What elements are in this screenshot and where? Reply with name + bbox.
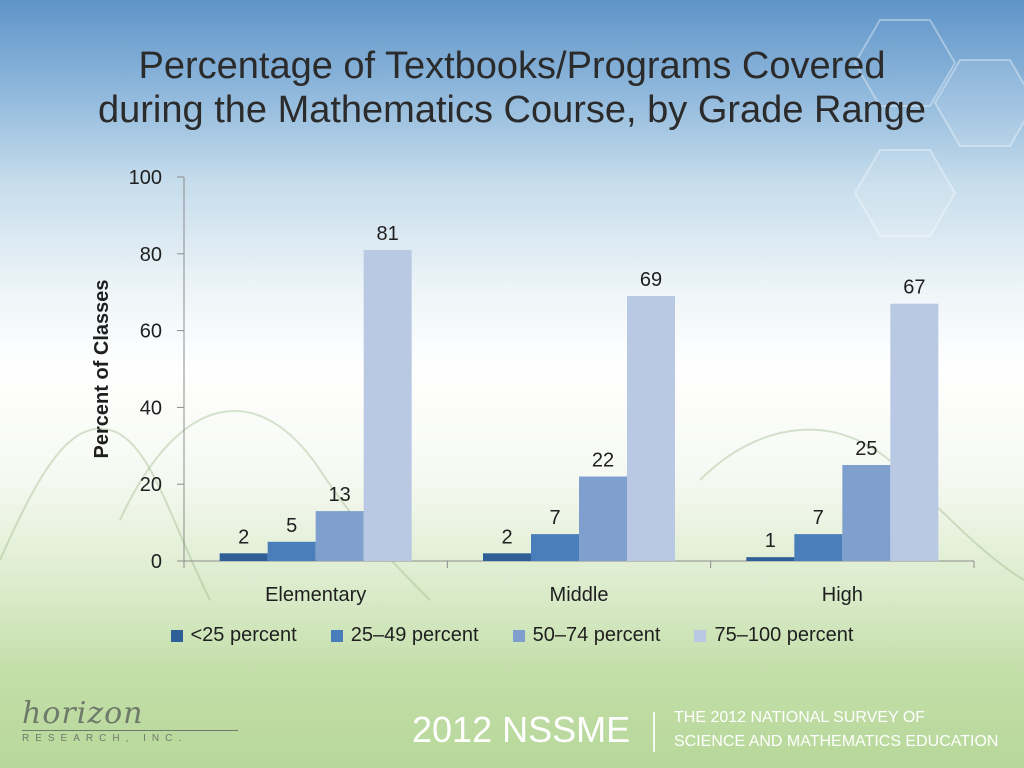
bar <box>483 553 531 561</box>
x-tick-label: Elementary <box>265 584 366 606</box>
y-tick-label: 80 <box>140 244 162 266</box>
bar <box>267 541 316 561</box>
legend-label: 25–49 percent <box>350 624 479 646</box>
bar <box>219 553 268 561</box>
legend-item: 50–74 percent <box>512 624 661 647</box>
y-tick-label: 60 <box>140 321 162 343</box>
chart-title-line-2: during the Mathematics Course, by Grade … <box>98 89 926 131</box>
bar <box>794 534 843 561</box>
footer-divider <box>653 712 655 752</box>
data-label: 69 <box>640 269 662 291</box>
data-label: 13 <box>329 484 351 506</box>
logo-subtitle: RESEARCH, INC. <box>22 733 188 744</box>
survey-full-name-line-1: THE 2012 NATIONAL SURVEY OF <box>674 709 926 726</box>
legend-label: 50–74 percent <box>532 624 661 646</box>
data-label: 25 <box>855 438 877 460</box>
bar <box>531 534 579 561</box>
chart-title: Percentage of Textbooks/Programs Covered… <box>0 44 1024 132</box>
y-tick-label: 20 <box>140 474 162 496</box>
bar <box>746 557 795 561</box>
horizon-logo: horizon RESEARCH, INC. <box>22 696 252 750</box>
survey-full-name: THE 2012 NATIONAL SURVEY OF SCIENCE AND … <box>674 706 998 754</box>
data-label: 67 <box>903 277 925 299</box>
legend-swatch <box>170 629 183 642</box>
legend-label: <25 percent <box>190 624 297 646</box>
logo-wordmark: horizon <box>22 696 144 731</box>
data-label: 81 <box>377 223 399 245</box>
data-label: 1 <box>765 530 776 552</box>
x-tick-label: High <box>822 584 863 606</box>
data-label: 2 <box>501 526 512 548</box>
chart-title-line-1: Percentage of Textbooks/Programs Covered <box>138 45 886 87</box>
chart-legend: <25 percent 25–49 percent 50–74 percent 75–… <box>0 624 1024 647</box>
y-tick-label: 0 <box>151 551 162 573</box>
bar <box>842 465 891 561</box>
bar-chart: 0 20 40 60 80 100 Percent of Classes Elementar… <box>91 167 975 606</box>
bar <box>315 511 364 561</box>
bar <box>579 476 627 561</box>
y-tick-label: 40 <box>140 397 162 419</box>
bar <box>363 249 412 561</box>
survey-short-name: 2012 NSSME <box>412 709 631 750</box>
survey-full-name-line-2: SCIENCE AND MATHEMATICS EDUCATION <box>674 733 999 750</box>
legend-swatch <box>512 629 525 642</box>
legend-item: 25–49 percent <box>330 624 479 647</box>
legend-item: 75–100 percent <box>694 624 854 647</box>
x-tick-label: Middle <box>550 584 609 606</box>
y-tick-label: 100 <box>129 167 162 189</box>
data-label: 2 <box>238 526 249 548</box>
bar <box>627 296 675 561</box>
legend-label: 75–100 percent <box>714 624 854 646</box>
data-label: 7 <box>813 507 824 529</box>
legend-item: <25 percent <box>170 624 297 647</box>
logo-rule <box>22 730 238 731</box>
data-label: 5 <box>286 515 297 537</box>
bar <box>890 303 939 561</box>
data-label: 22 <box>592 450 614 472</box>
legend-swatch <box>694 629 707 642</box>
y-axis-label: Percent of Classes <box>91 280 113 459</box>
data-label: 7 <box>549 507 560 529</box>
legend-swatch <box>330 629 343 642</box>
